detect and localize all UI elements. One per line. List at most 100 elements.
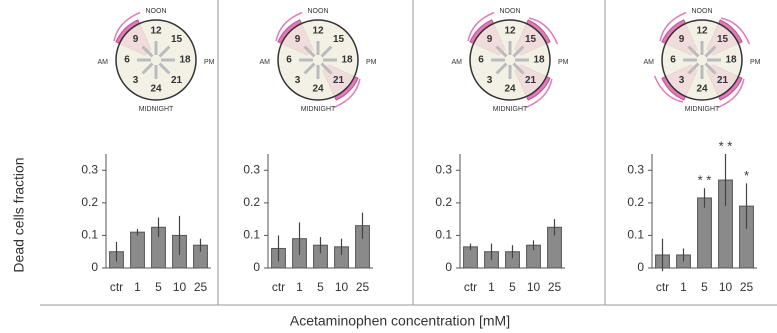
clock-hour: 18	[533, 55, 545, 66]
clock-spoke	[704, 62, 717, 75]
significance-label: * *	[719, 138, 733, 153]
y-tick-label: 0.1	[243, 228, 260, 242]
y-tick-label: 0.2	[81, 195, 98, 209]
y-tick-label: 0.3	[243, 162, 260, 176]
clock-noon: NOON	[692, 8, 713, 15]
x-tick-label: 5	[701, 280, 708, 294]
clock-midnight: MIDNIGHT	[139, 106, 174, 113]
clock-spoke	[687, 45, 700, 58]
x-tick-label: 1	[296, 280, 303, 294]
y-tick-label: 0.2	[243, 195, 260, 209]
clock-hour: 3	[487, 75, 493, 86]
y-axis-label: Dead cells fraction	[11, 157, 27, 272]
clock-hour: 15	[717, 34, 729, 45]
clock-spoke	[158, 62, 171, 75]
x-tick-label: 25	[194, 280, 208, 294]
x-tick-label: 10	[173, 280, 187, 294]
y-tick-label: 0.1	[627, 228, 644, 242]
x-tick-label: 25	[740, 280, 754, 294]
clock-hour: 21	[171, 75, 183, 86]
clock-hour: 6	[478, 55, 484, 66]
y-tick-label: 0.2	[627, 195, 644, 209]
clock-hour: 9	[679, 34, 685, 45]
clock-hour: 18	[341, 55, 353, 66]
clock-noon: NOON	[308, 8, 329, 15]
dosing-arrow	[467, 11, 495, 42]
clock-hour: 12	[504, 26, 516, 37]
bar	[130, 231, 145, 269]
clock-hour: 15	[525, 34, 537, 45]
y-tick-label: 0	[445, 260, 452, 274]
clock-hour: 18	[725, 55, 737, 66]
dosing-arrow	[525, 78, 553, 109]
dosing-arrow	[659, 11, 687, 42]
clock-hour: 3	[295, 75, 301, 86]
clock-spoke	[303, 45, 316, 58]
clock-face	[277, 19, 359, 101]
clock-spoke	[320, 45, 333, 58]
clock-hour: 12	[312, 26, 324, 37]
y-tick-label: 0.1	[435, 228, 452, 242]
bar	[697, 197, 712, 269]
clock-hour: 18	[179, 55, 191, 66]
clock-face	[661, 19, 743, 101]
x-tick-label: ctr	[110, 280, 123, 294]
clock-pm: PM	[558, 59, 569, 66]
clock-spoke	[495, 62, 508, 75]
x-tick-label: 1	[134, 280, 141, 294]
clock-am: AM	[98, 59, 109, 66]
clock-spoke	[158, 45, 171, 58]
x-tick-label: 25	[356, 280, 370, 294]
y-tick-label: 0.2	[435, 195, 452, 209]
clock-hour: 6	[124, 55, 130, 66]
x-tick-label: 5	[509, 280, 516, 294]
clock-hour: 15	[333, 34, 345, 45]
clock-midnight: MIDNIGHT	[301, 106, 336, 113]
clock-spoke	[704, 45, 717, 58]
y-tick-label: 0.1	[81, 228, 98, 242]
significance-label: *	[744, 168, 749, 183]
x-tick-label: ctr	[656, 280, 669, 294]
clock-hour: 12	[150, 26, 162, 37]
x-tick-label: ctr	[464, 280, 477, 294]
clock-am: AM	[644, 59, 655, 66]
clock-hour: 21	[717, 75, 729, 86]
clock-spoke	[687, 62, 700, 75]
dosing-arrow	[275, 11, 303, 42]
dosing-arrow	[333, 78, 361, 109]
clock-spoke	[495, 45, 508, 58]
clock-hour: 3	[133, 75, 139, 86]
clock-pm: PM	[750, 59, 761, 66]
clock-hour: 12	[696, 26, 708, 37]
dosing-arrow	[653, 75, 684, 103]
clock-hour: 21	[525, 75, 537, 86]
clock-noon: NOON	[500, 8, 521, 15]
clock-hour: 24	[312, 84, 324, 95]
x-axis-label: Acetaminophen concentration [mM]	[290, 313, 510, 329]
clock-am: AM	[452, 59, 463, 66]
x-tick-label: ctr	[272, 280, 285, 294]
x-tick-label: 1	[680, 280, 687, 294]
clock-spoke	[303, 62, 316, 75]
clock-spoke	[512, 62, 525, 75]
clock-am: AM	[260, 59, 271, 66]
dosing-arrow	[720, 17, 751, 45]
clock-hour: 9	[133, 34, 139, 45]
clock-spoke	[512, 45, 525, 58]
clock-hour: 24	[504, 84, 516, 95]
clock-hour: 6	[286, 55, 292, 66]
dosing-arrow	[528, 17, 559, 45]
clock-hour: 9	[487, 34, 493, 45]
clock-hour: 9	[295, 34, 301, 45]
clock-face	[115, 19, 197, 101]
significance-label: * *	[698, 173, 712, 188]
y-tick-label: 0	[637, 260, 644, 274]
y-tick-label: 0.3	[627, 162, 644, 176]
clock-midnight: MIDNIGHT	[685, 106, 720, 113]
clock-pm: PM	[366, 59, 377, 66]
clock-pm: PM	[204, 59, 215, 66]
clock-hour: 3	[679, 75, 685, 86]
x-tick-label: 5	[155, 280, 162, 294]
clock-spoke	[320, 62, 333, 75]
